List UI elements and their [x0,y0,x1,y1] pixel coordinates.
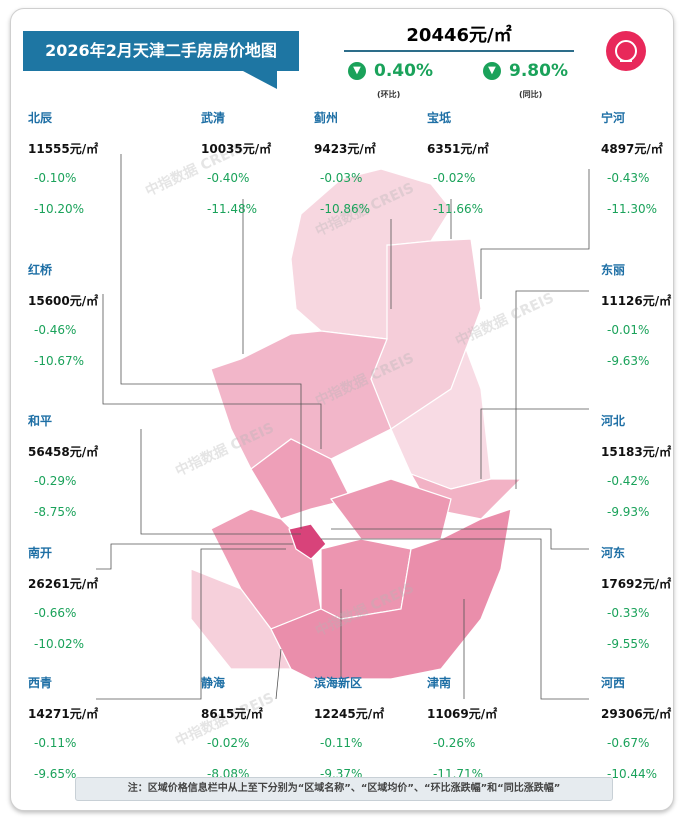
yoy-label: (同比) [519,90,543,99]
creis-logo-icon [606,31,646,71]
district-mom: -0.46% [34,323,77,337]
district-info-7: 和平 56458元/㎡ -0.29% -8.75% [28,412,138,536]
tianjin-map [96,154,590,700]
city-yoy-change: ▼ 9.80% [483,61,568,81]
district-yoy: -9.55% [607,637,650,651]
district-price: 12245元/㎡ [314,707,385,721]
district-info-11: 西青 14271元/㎡ -0.11% -9.65% [28,674,138,798]
district-yoy: -10.02% [34,637,85,651]
district-mom: -0.26% [433,736,476,750]
district-price: 15183元/㎡ [601,445,672,459]
district-info-5: 红桥 15600元/㎡ -0.46% -10.67% [28,261,138,385]
district-info-1: 武清 10035元/㎡ -0.40% -11.48% [201,109,311,233]
district-info-2: 蓟州 9423元/㎡ -0.03% -10.86% [314,109,424,233]
district-yoy: -11.30% [607,202,658,216]
district-name: 宁河 [601,111,626,125]
district-info-0: 北辰 11555元/㎡ -0.10% -10.20% [28,109,138,233]
page-title: 2026年2月天津二手房房价地图 [23,31,299,71]
district-name: 宝坻 [427,111,452,125]
district-info-6: 东丽 11126元/㎡ -0.01% -9.63% [601,261,673,385]
divider [344,50,574,52]
district-yoy: -10.86% [320,202,371,216]
district-price: 26261元/㎡ [28,577,99,591]
district-price: 4897元/㎡ [601,142,663,156]
district-price: 11069元/㎡ [427,707,498,721]
region-dongli [330,478,452,540]
district-mom: -0.02% [433,171,476,185]
yoy-value: 9.80% [509,61,568,81]
district-name: 和平 [28,414,53,428]
district-name: 河东 [601,546,626,560]
district-mom: -0.02% [207,736,250,750]
district-name: 南开 [28,546,53,560]
down-triangle-icon: ▼ [483,62,501,80]
district-price: 9423元/㎡ [314,142,376,156]
city-mom-change: ▼ 0.40% [348,61,433,81]
district-mom: -0.29% [34,474,77,488]
district-mom: -0.42% [607,474,650,488]
district-yoy: -10.20% [34,202,85,216]
district-price: 6351元/㎡ [427,142,489,156]
district-yoy: -9.63% [607,354,650,368]
district-price: 11555元/㎡ [28,142,99,156]
district-price: 8615元/㎡ [201,707,263,721]
district-name: 武清 [201,111,226,125]
district-yoy: -10.67% [34,354,85,368]
district-name: 静海 [201,676,226,690]
price-map-card: 中指数据 CREIS 中指数据 CREIS 中指数据 CREIS 中指数据 CR… [10,8,674,811]
city-average-price: 20446元/㎡ [406,25,512,46]
district-name: 滨海新区 [314,676,363,690]
district-name: 北辰 [28,111,53,125]
district-mom: -0.01% [607,323,650,337]
mom-value: 0.40% [374,61,433,81]
district-name: 津南 [427,676,452,690]
district-price: 11126元/㎡ [601,294,672,308]
district-yoy: -8.75% [34,505,77,519]
leader-lines [96,154,590,700]
district-price: 10035元/㎡ [201,142,272,156]
district-yoy: -11.66% [433,202,484,216]
district-name: 河西 [601,676,626,690]
district-mom: -0.03% [320,171,363,185]
district-yoy: -10.44% [607,767,658,781]
down-triangle-icon: ▼ [348,62,366,80]
district-mom: -0.66% [34,606,77,620]
district-name: 河北 [601,414,626,428]
district-price: 56458元/㎡ [28,445,99,459]
district-name: 西青 [28,676,53,690]
district-yoy: -9.93% [607,505,650,519]
district-mom: -0.11% [320,736,363,750]
district-mom: -0.11% [34,736,77,750]
district-price: 15600元/㎡ [28,294,99,308]
district-info-10: 河东 17692元/㎡ -0.33% -9.55% [601,544,673,668]
district-info-4: 宁河 4897元/㎡ -0.43% -11.30% [601,109,673,233]
district-yoy: -11.48% [207,202,258,216]
district-info-3: 宝坻 6351元/㎡ -0.02% -11.66% [427,109,537,233]
district-name: 蓟州 [314,111,339,125]
district-info-15: 河西 29306元/㎡ -0.67% -10.44% [601,674,673,798]
district-mom: -0.10% [34,171,77,185]
title-callout-tail [243,71,277,89]
district-name: 红桥 [28,263,53,277]
district-mom: -0.67% [607,736,650,750]
district-mom: -0.40% [207,171,250,185]
district-price: 17692元/㎡ [601,577,672,591]
mom-label: (环比) [377,90,401,99]
district-name: 东丽 [601,263,626,277]
district-mom: -0.43% [607,171,650,185]
district-yoy: -9.65% [34,767,77,781]
district-info-13: 滨海新区 12245元/㎡ -0.11% -9.37% [314,674,424,798]
district-info-9: 南开 26261元/㎡ -0.66% -10.02% [28,544,138,668]
region-center [288,523,327,560]
district-mom: -0.33% [607,606,650,620]
district-price: 29306元/㎡ [601,707,672,721]
footnote: 注：区域价格信息栏中从上至下分别为“区域名称”、“区域均价”、“环比涨跌幅”和“… [75,777,613,801]
region-binhai [270,508,512,680]
district-price: 14271元/㎡ [28,707,99,721]
district-info-8: 河北 15183元/㎡ -0.42% -9.93% [601,412,673,536]
